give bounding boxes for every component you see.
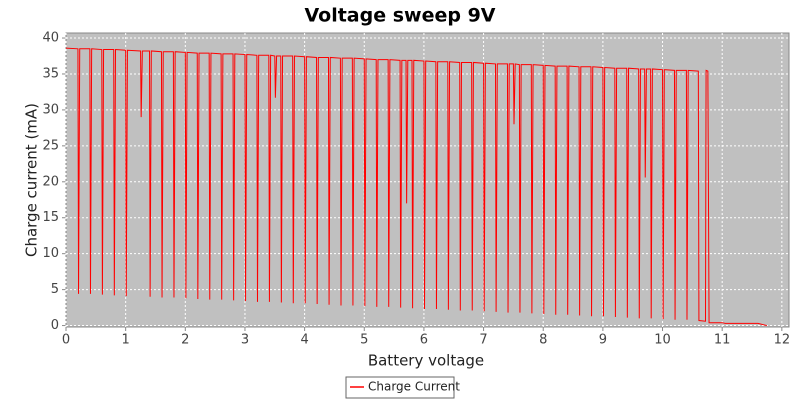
legend-label: Charge Current	[368, 380, 460, 394]
x-tick-label: 9	[599, 333, 607, 348]
y-tick-label: 15	[42, 210, 59, 225]
legend	[345, 376, 455, 399]
x-tick-label: 8	[539, 333, 547, 348]
y-tick-label: 30	[42, 102, 59, 117]
x-tick-label: 10	[654, 333, 671, 348]
x-tick-label: 1	[122, 333, 130, 348]
x-tick-label: 2	[181, 333, 189, 348]
x-tick-label: 7	[479, 333, 487, 348]
x-axis-label: Battery voltage	[368, 352, 484, 370]
y-tick-label: 20	[42, 174, 59, 189]
y-tick-label: 5	[51, 282, 59, 297]
x-tick-label: 6	[420, 333, 428, 348]
y-tick-label: 10	[42, 246, 59, 261]
y-tick-label: 0	[51, 318, 59, 333]
y-tick-label: 25	[42, 138, 59, 153]
x-tick-label: 11	[714, 333, 731, 348]
x-tick-label: 5	[360, 333, 368, 348]
y-tick-label: 40	[42, 31, 59, 46]
x-tick-label: 4	[300, 333, 308, 348]
chart-title: Voltage sweep 9V	[304, 5, 495, 27]
x-tick-label: 3	[241, 333, 249, 348]
y-tick-label: 35	[42, 66, 59, 81]
x-tick-label: 0	[62, 333, 70, 348]
y-axis-label: Charge current (mA)	[23, 103, 41, 257]
x-tick-label: 12	[774, 333, 791, 348]
data-line	[65, 47, 768, 327]
